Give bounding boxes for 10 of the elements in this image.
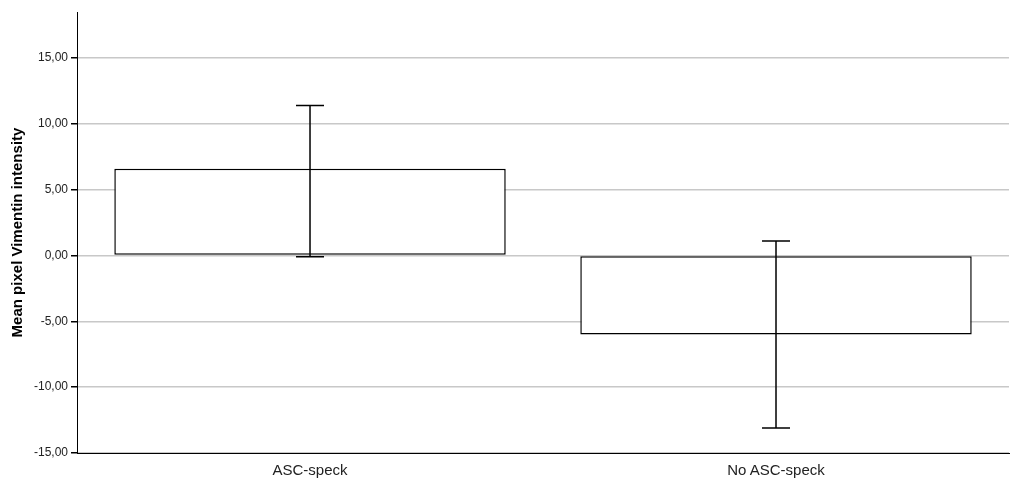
y-tick-label: -15,00: [33, 445, 69, 460]
y-tick-label: 10,00: [37, 116, 69, 131]
x-tick-label: No ASC-speck: [727, 461, 826, 479]
y-axis-title: Mean pixel Vimentin intensity: [8, 126, 26, 338]
y-tick-label: -10,00: [33, 379, 69, 394]
x-tick-label: ASC-speck: [272, 461, 349, 479]
y-tick-label: 15,00: [37, 50, 69, 65]
y-tick-label: -5,00: [40, 313, 69, 328]
y-tick-label: 5,00: [44, 182, 69, 197]
y-tick-label: 0,00: [44, 247, 69, 262]
